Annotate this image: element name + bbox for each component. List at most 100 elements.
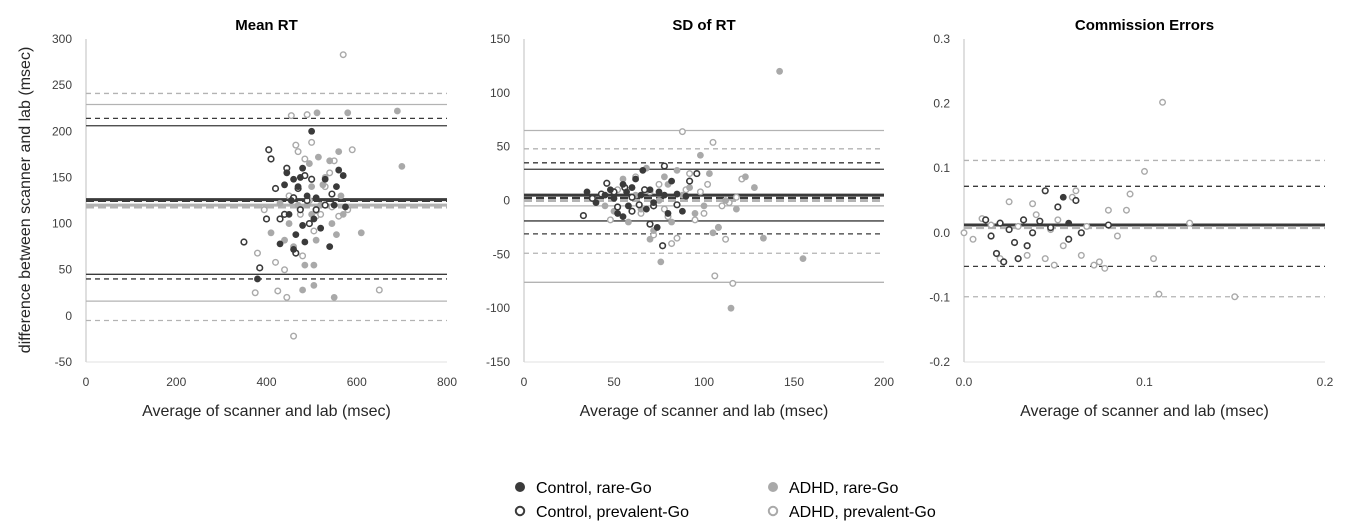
data-point-adhd-prev	[1122, 206, 1130, 214]
data-point-control-rare	[290, 246, 297, 253]
data-point-adhd-prev	[732, 193, 740, 201]
data-point-adhd-rare	[314, 153, 322, 161]
data-point-adhd-prev	[987, 221, 995, 229]
data-point-control-rare	[330, 201, 338, 209]
data-point-adhd-rare	[706, 170, 713, 177]
data-point-control-prev	[1077, 229, 1085, 237]
data-point-adhd-prev	[1054, 216, 1062, 224]
data-point-adhd-rare	[722, 197, 729, 204]
data-point-control-rare	[632, 175, 639, 183]
legend-marker-control-rare	[515, 482, 525, 492]
data-point-adhd-rare	[742, 173, 749, 181]
data-point-adhd-rare	[326, 157, 334, 165]
data-point-control-rare	[637, 191, 645, 199]
data-point-control-prev	[673, 201, 681, 209]
y-tick-label: -100	[486, 301, 510, 315]
data-point-control-prev	[1036, 217, 1044, 225]
data-point-adhd-prev	[281, 266, 289, 274]
data-point-control-prev	[1047, 224, 1055, 232]
data-point-adhd-rare	[601, 202, 609, 210]
data-point-adhd-prev	[700, 209, 708, 217]
x-tick-label: 200	[874, 375, 894, 389]
x-tick-label: 0.1	[1136, 375, 1153, 389]
data-point-control-prev	[1072, 196, 1080, 205]
data-point-control-prev	[1005, 225, 1013, 234]
x-axis-label: Average of scanner and lab (msec)	[142, 403, 391, 420]
data-point-control-rare	[619, 180, 627, 188]
x-tick-label: 150	[784, 375, 804, 389]
data-point-control-rare	[601, 191, 609, 199]
data-point-control-prev	[1019, 216, 1028, 224]
data-point-control-rare	[610, 194, 618, 202]
data-point-adhd-prev	[375, 286, 383, 294]
data-point-adhd-prev	[348, 146, 356, 154]
data-point-control-rare	[592, 199, 600, 207]
data-point-control-rare	[326, 243, 334, 251]
data-point-adhd-prev	[1023, 251, 1031, 259]
data-point-adhd-prev	[1140, 167, 1148, 175]
data-point-adhd-prev	[251, 289, 259, 297]
x-tick-label: 200	[166, 375, 186, 389]
data-point-control-rare	[668, 177, 675, 185]
data-point-adhd-rare	[733, 205, 740, 213]
data-point-adhd-prev	[969, 235, 977, 243]
data-point-adhd-prev	[272, 258, 280, 266]
data-point-control-prev	[628, 207, 636, 215]
data-point-adhd-prev	[1231, 293, 1239, 301]
data-point-adhd-prev	[722, 235, 730, 243]
data-point-adhd-rare	[310, 282, 318, 289]
data-point-adhd-prev	[1126, 190, 1134, 198]
data-point-adhd-prev	[1113, 232, 1121, 240]
x-tick-label: 0	[83, 375, 90, 389]
data-point-control-rare	[281, 181, 288, 189]
data-point-adhd-rare	[335, 148, 343, 155]
data-point-adhd-prev	[1077, 251, 1085, 259]
data-point-control-rare	[1059, 193, 1067, 201]
data-point-control-rare	[682, 192, 690, 200]
data-point-control-rare	[333, 183, 340, 191]
y-tick-label: 50	[59, 263, 73, 277]
data-point-control-prev	[996, 219, 1004, 227]
data-point-adhd-prev	[1101, 264, 1109, 272]
data-point-adhd-prev	[260, 206, 268, 214]
y-tick-label: 0.3	[933, 32, 950, 46]
data-point-control-rare	[1065, 219, 1073, 227]
data-point-adhd-prev	[1041, 255, 1049, 263]
y-tick-label: 0.1	[933, 161, 950, 175]
y-tick-label: 250	[52, 78, 72, 92]
data-point-control-rare	[292, 231, 300, 239]
data-point-adhd-prev	[691, 216, 699, 224]
data-point-control-rare	[623, 188, 630, 196]
data-point-adhd-rare	[715, 224, 722, 231]
data-point-adhd-prev	[294, 148, 302, 156]
data-point-adhd-prev	[729, 279, 737, 287]
data-point-control-rare	[299, 222, 306, 229]
data-point-control-rare	[301, 238, 309, 246]
data-point-adhd-prev	[287, 112, 295, 120]
x-tick-label: 50	[607, 375, 621, 389]
data-point-adhd-rare	[700, 202, 708, 210]
data-point-adhd-prev	[339, 51, 347, 59]
data-point-adhd-prev	[1155, 290, 1163, 298]
data-point-control-rare	[283, 169, 291, 177]
data-point-adhd-rare	[267, 229, 275, 237]
data-point-adhd-prev	[1095, 258, 1103, 266]
data-point-adhd-rare	[333, 231, 340, 239]
y-tick-label: -50	[493, 247, 511, 261]
y-tick-label: -0.2	[929, 355, 950, 369]
data-point-adhd-rare	[357, 229, 365, 237]
y-tick-label: 50	[497, 140, 511, 154]
data-point-control-rare	[650, 199, 657, 207]
data-point-adhd-rare	[398, 162, 406, 170]
x-tick-label: 400	[256, 375, 276, 389]
data-point-adhd-prev	[1159, 98, 1167, 106]
data-point-control-rare	[276, 240, 284, 248]
data-point-control-rare	[679, 207, 686, 215]
data-point-control-prev	[660, 162, 669, 170]
data-point-adhd-rare	[751, 184, 758, 191]
data-point-adhd-prev	[308, 138, 316, 146]
data-point-adhd-prev	[1186, 219, 1194, 227]
data-point-control-rare	[290, 175, 297, 183]
data-point-control-rare	[294, 183, 302, 191]
data-point-control-prev	[1065, 235, 1073, 243]
